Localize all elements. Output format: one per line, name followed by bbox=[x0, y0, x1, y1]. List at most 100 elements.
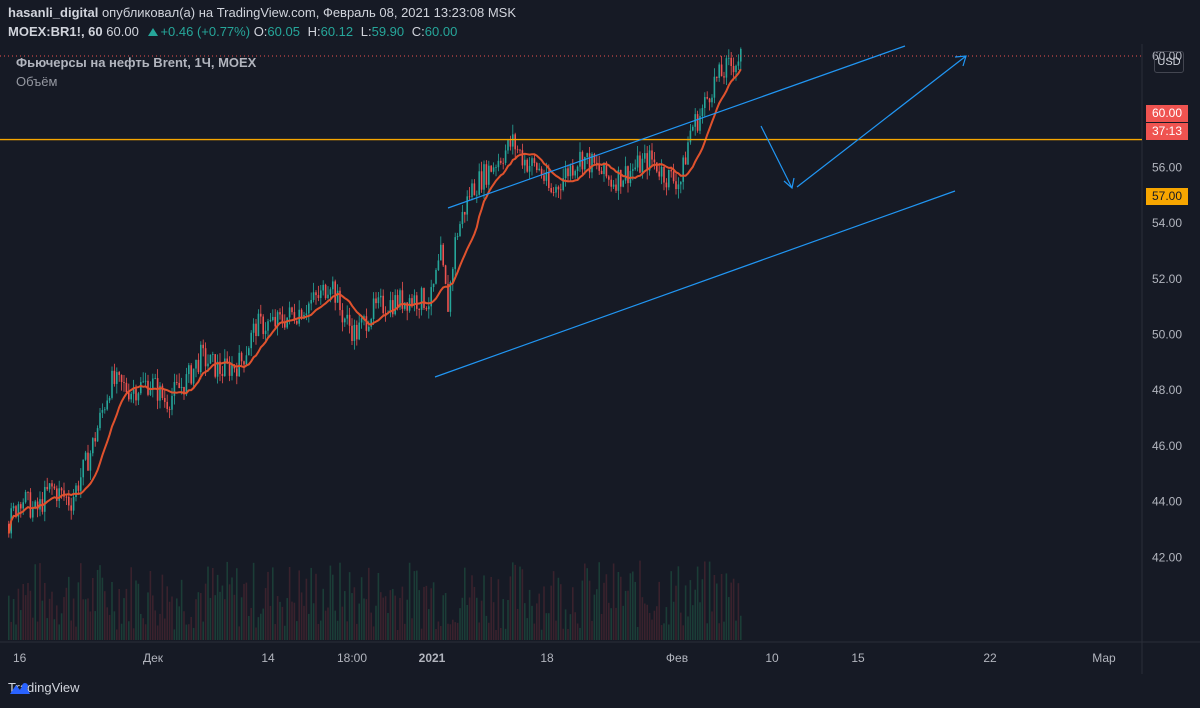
volume-bar bbox=[507, 599, 509, 640]
candle-body bbox=[120, 374, 123, 382]
candle-body bbox=[428, 306, 430, 310]
volume-bar bbox=[255, 627, 257, 640]
volume-bar bbox=[555, 620, 557, 640]
volume-bar bbox=[483, 575, 485, 640]
candle-body bbox=[555, 186, 557, 193]
author-name[interactable]: hasanli_digital bbox=[8, 5, 99, 20]
candle-body bbox=[675, 181, 677, 190]
candle-body bbox=[641, 158, 644, 173]
last-price: 60.00 bbox=[106, 24, 139, 39]
volume-bar bbox=[293, 602, 296, 640]
candle-body bbox=[320, 290, 322, 298]
volume-bar bbox=[701, 579, 704, 640]
volume-bar bbox=[658, 581, 660, 640]
candle-body bbox=[411, 298, 413, 305]
volume-bar bbox=[202, 621, 204, 640]
candle-body bbox=[500, 160, 502, 163]
candle-body bbox=[696, 114, 699, 131]
x-tick-label: 18 bbox=[540, 651, 554, 665]
candle-body bbox=[339, 290, 341, 311]
candle-body bbox=[485, 164, 488, 185]
volume-bar bbox=[15, 624, 17, 640]
legend-volume[interactable]: Объём bbox=[16, 74, 58, 89]
candle-body bbox=[468, 196, 471, 198]
candle-body bbox=[370, 319, 372, 327]
candle-body bbox=[452, 268, 454, 282]
volume-bar bbox=[668, 624, 670, 640]
candle-body bbox=[418, 308, 420, 310]
volume-bar bbox=[363, 598, 365, 640]
candle-body bbox=[488, 165, 490, 185]
volume-bar bbox=[168, 601, 171, 640]
volume-bar bbox=[459, 608, 461, 640]
candle-body bbox=[161, 385, 164, 398]
volume-bar bbox=[257, 617, 260, 640]
candle-body bbox=[128, 392, 130, 400]
volume-bar bbox=[387, 613, 389, 640]
volume-bar bbox=[180, 579, 183, 640]
volume-bar bbox=[586, 568, 588, 640]
candle-body bbox=[478, 171, 480, 195]
x-tick-label: 15 bbox=[851, 651, 865, 665]
candle-body bbox=[723, 76, 725, 78]
volume-bar bbox=[245, 582, 248, 640]
volume-bar bbox=[101, 577, 104, 640]
candle-body bbox=[336, 290, 339, 303]
chart-area[interactable]: 42.00 44.00 46.00 48.00 50.00 52.00 54.00 56.00… bbox=[0, 44, 1200, 674]
volume-bar bbox=[516, 608, 519, 640]
volume-bar bbox=[209, 597, 212, 640]
volume-bar bbox=[735, 620, 737, 640]
candle-body bbox=[483, 164, 485, 190]
volume-bar bbox=[113, 611, 116, 640]
volume-bar bbox=[416, 570, 418, 640]
volume-bar bbox=[118, 588, 120, 640]
candle-body bbox=[720, 64, 723, 77]
candle-body bbox=[464, 211, 466, 215]
x-tick-label: 14 bbox=[261, 651, 275, 665]
volume-bar bbox=[564, 609, 567, 640]
volume-bar bbox=[351, 593, 353, 640]
volume-bar bbox=[632, 571, 634, 640]
candle-body bbox=[87, 452, 89, 471]
volume-bar bbox=[716, 583, 718, 640]
volume-bar bbox=[444, 593, 447, 640]
legend-title[interactable]: Фьючерсы на нефть Brent, 1Ч, MOEX bbox=[16, 55, 257, 70]
candle-body bbox=[250, 332, 252, 349]
candle-body bbox=[672, 171, 675, 182]
volume-bar bbox=[663, 623, 665, 640]
volume-bar bbox=[228, 584, 231, 640]
volume-bar bbox=[495, 629, 497, 640]
candle-body bbox=[584, 157, 586, 170]
volume-bar bbox=[423, 586, 425, 640]
candle-body bbox=[526, 159, 528, 172]
candle-body bbox=[207, 363, 209, 367]
candle-body bbox=[24, 492, 27, 503]
candle-body bbox=[536, 163, 538, 171]
candle-body bbox=[315, 292, 317, 296]
price-chart[interactable]: 42.00 44.00 46.00 48.00 50.00 52.00 54.00 56.00… bbox=[0, 44, 1200, 674]
candle-body bbox=[480, 171, 483, 190]
candle-body bbox=[646, 153, 648, 171]
volume-bar bbox=[94, 611, 96, 640]
candle-body bbox=[149, 388, 152, 395]
arrow-up-line bbox=[796, 55, 967, 188]
candle-body bbox=[399, 290, 401, 308]
candle-body bbox=[365, 316, 368, 331]
y-tick-label: 44.00 bbox=[1152, 495, 1182, 509]
volume-bar bbox=[161, 574, 164, 640]
volume-bar bbox=[149, 570, 152, 640]
candle-body bbox=[701, 108, 704, 117]
tradingview-logo[interactable]: TradingView bbox=[8, 680, 80, 695]
volume-bar bbox=[725, 573, 728, 640]
candle-body bbox=[564, 168, 567, 179]
candle-body bbox=[108, 397, 111, 401]
candle-body bbox=[473, 183, 476, 196]
volume-bar bbox=[250, 607, 252, 640]
candle-body bbox=[680, 181, 682, 185]
candle-body bbox=[195, 359, 197, 369]
candle-body bbox=[118, 372, 120, 375]
currency-button[interactable]: USD bbox=[1154, 51, 1184, 73]
candle-body bbox=[591, 153, 593, 173]
candle-body bbox=[288, 307, 291, 318]
volume-bar bbox=[370, 612, 372, 640]
